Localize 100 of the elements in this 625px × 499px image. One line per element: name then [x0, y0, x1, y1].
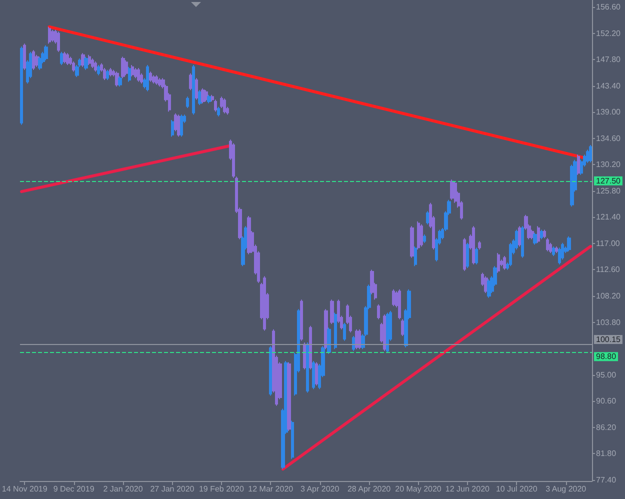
candlestick	[72, 60, 75, 72]
x-tick-label: 10 Jul 2020	[496, 484, 538, 494]
candlestick	[106, 69, 109, 80]
candlestick	[97, 64, 100, 76]
candlestick	[155, 74, 158, 86]
candlestick	[60, 51, 63, 66]
candlestick	[269, 346, 272, 396]
candlestick	[306, 342, 309, 394]
candlestick	[287, 362, 291, 432]
x-tick-label: 3 Apr 2020	[300, 484, 340, 494]
candlestick	[589, 144, 592, 163]
candlestick	[32, 50, 35, 70]
candlestick	[509, 242, 512, 267]
candlestick	[454, 180, 457, 204]
x-tick-label: 28 Apr 2020	[347, 484, 392, 494]
candlestick	[386, 312, 389, 354]
y-tick-label: 156.60	[596, 2, 622, 12]
candlestick	[66, 52, 69, 66]
candlestick	[217, 106, 220, 117]
candlestick	[518, 226, 521, 247]
candlestick	[137, 68, 140, 82]
y-tick-label: 139.00	[596, 108, 622, 117]
y-tick-label: 112.60	[596, 265, 620, 274]
candlestick	[475, 247, 478, 265]
candlestick	[355, 328, 358, 350]
candlestick	[57, 31, 60, 52]
x-tick-label: 3 Aug 2020	[546, 484, 587, 494]
y-tick-label: 125.80	[596, 186, 622, 196]
candlestick	[51, 29, 54, 42]
candlestick	[214, 99, 217, 112]
candlestick	[383, 314, 386, 352]
candlestick	[189, 72, 192, 91]
candlestick	[586, 149, 589, 164]
candlestick	[420, 224, 423, 247]
y-tick-label: 77.40	[596, 475, 617, 484]
candlestick	[533, 232, 537, 246]
y-tick-label: 121.40	[596, 212, 622, 222]
x-tick-label: 14 Nov 2019	[2, 484, 48, 494]
x-tick-label: 9 Dec 2019	[53, 484, 95, 494]
candlestick	[146, 64, 149, 92]
candlestick	[118, 76, 122, 88]
candlestick	[232, 142, 235, 178]
candlestick	[247, 216, 251, 255]
candlestick	[358, 328, 361, 350]
candlestick	[20, 46, 23, 126]
candlestick	[392, 288, 395, 307]
candlestick	[149, 71, 152, 82]
x-tick-label: 20 May 2020	[395, 484, 442, 494]
candlestick	[377, 304, 380, 320]
candlestick	[577, 154, 580, 176]
candlestick	[503, 256, 506, 270]
candlestick	[343, 322, 346, 342]
candlestick	[497, 252, 500, 274]
candlestick	[186, 96, 189, 109]
y-tick-label: 81.80	[596, 449, 617, 458]
candlestick	[546, 238, 549, 252]
candlestick	[88, 54, 91, 66]
x-tick-label: 19 Feb 2020	[198, 484, 244, 494]
ref-line-label: 100.15	[596, 335, 622, 344]
candlestick	[44, 44, 48, 61]
candlestick	[23, 43, 26, 70]
candlestick	[327, 327, 331, 354]
candlestick	[466, 242, 469, 268]
y-tick-label: 130.20	[596, 160, 622, 170]
candlestick	[549, 242, 552, 254]
candlestick	[204, 90, 208, 102]
candlestick	[124, 60, 128, 76]
candlestick	[91, 58, 94, 69]
candlestick	[63, 51, 66, 64]
candlestick	[450, 179, 454, 200]
ref-line-label: 98.80	[596, 352, 617, 362]
candlestick	[521, 226, 524, 258]
candlestick	[537, 226, 540, 244]
candlestick	[515, 229, 518, 250]
ref-line-label: 127.50	[596, 176, 622, 186]
y-tick-label: 95.00	[596, 370, 617, 380]
candlestick	[94, 60, 97, 72]
candlestick	[398, 288, 401, 320]
y-tick-label: 108.20	[596, 292, 622, 300]
candlestick	[417, 220, 420, 250]
candlestick	[334, 312, 337, 350]
candlestick	[414, 246, 417, 267]
candlestick	[552, 246, 555, 257]
candlestick	[84, 56, 88, 70]
candlestick	[426, 210, 429, 225]
candlestick	[478, 240, 481, 250]
candlestick	[567, 236, 571, 252]
candlestick	[315, 362, 318, 386]
x-tick-label: 12 Jun 2020	[445, 484, 490, 494]
y-tick-label: 152.20	[596, 28, 622, 38]
x-tick-label: 27 Jan 2020	[150, 484, 195, 494]
candlestick	[303, 342, 306, 370]
candlestick	[312, 360, 315, 390]
candlestick	[300, 299, 303, 342]
y-tick-label: 86.20	[596, 422, 617, 432]
candlestick	[152, 74, 155, 84]
candlestick	[540, 229, 543, 240]
x-tick-label: 2 Jan 2020	[103, 484, 144, 494]
candlestick	[472, 226, 475, 265]
candlestick	[309, 325, 312, 370]
